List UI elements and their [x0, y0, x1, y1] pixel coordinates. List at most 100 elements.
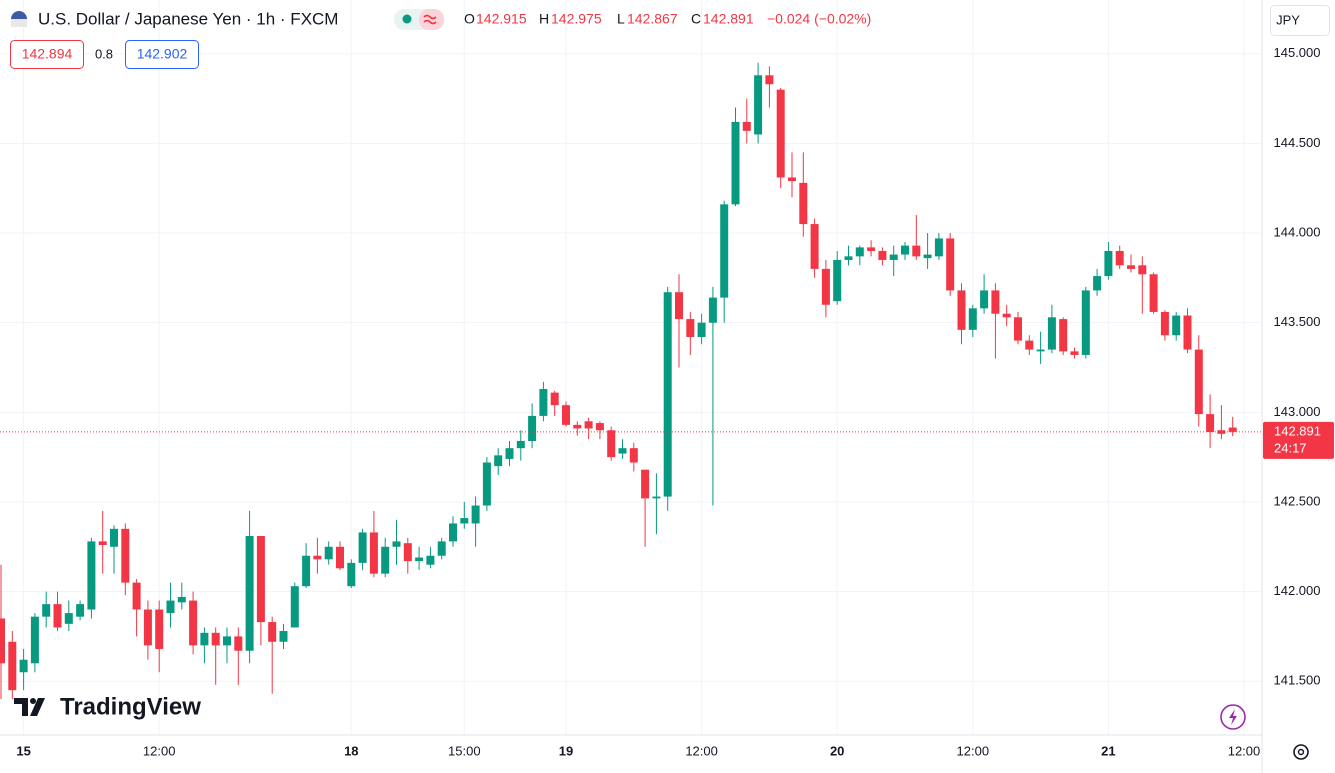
x-tick-label: 19	[559, 743, 573, 758]
candle-body	[132, 582, 141, 610]
bid-price: 142.894	[22, 46, 73, 62]
buy-button[interactable]	[125, 40, 199, 69]
candle-body	[426, 555, 435, 565]
candle-body	[652, 496, 661, 499]
y-tick-label: 143.500	[1274, 314, 1321, 329]
candle-body	[595, 423, 604, 431]
ask-price: 142.902	[137, 46, 188, 62]
candle-body	[731, 121, 740, 205]
candle-body	[754, 75, 763, 135]
logo-mark	[14, 698, 45, 716]
lightning-icon	[1229, 709, 1237, 725]
candle-body	[765, 75, 774, 85]
ohlc-label: C	[691, 11, 701, 27]
ohlc-value: 142.867	[627, 11, 678, 27]
candle-body	[358, 532, 367, 563]
candle-body	[381, 546, 390, 574]
ohlc-label: L	[617, 11, 625, 27]
candle-body	[200, 632, 209, 646]
market-open-dot	[402, 14, 412, 24]
candle-body	[369, 532, 378, 574]
candle-body	[336, 546, 344, 569]
candle-body	[618, 448, 627, 454]
price-tag	[1263, 421, 1334, 459]
candle-body	[912, 245, 921, 257]
y-tick-label: 142.500	[1274, 493, 1321, 508]
countdown: 24:17	[1274, 440, 1307, 455]
candle-body	[1160, 311, 1169, 336]
x-tick-label: 12:00	[1228, 743, 1261, 758]
candle-body	[1206, 414, 1215, 433]
candle-body	[923, 254, 932, 259]
candle-body	[573, 424, 582, 429]
candle-body	[189, 600, 198, 646]
candle-body	[550, 392, 559, 406]
currency-button[interactable]	[1270, 5, 1330, 36]
candle-body	[30, 616, 39, 664]
candle-body	[697, 322, 706, 338]
candle-body	[324, 546, 333, 560]
candle-body	[471, 505, 480, 524]
sell-button[interactable]	[10, 40, 84, 69]
candle-body	[302, 555, 311, 587]
candle-body	[87, 541, 96, 610]
candle-body	[675, 292, 683, 320]
candle-body	[1036, 349, 1045, 352]
symbol-title: U.S. Dollar / Japanese Yen · 1h · FXCM	[38, 9, 338, 28]
candle-body	[788, 177, 796, 182]
candle-body	[1002, 313, 1011, 318]
candle-body	[641, 469, 650, 499]
flag-icon-part	[11, 19, 27, 27]
candle-body	[539, 389, 548, 416]
candle-body	[708, 297, 717, 323]
candle-body	[776, 89, 785, 178]
y-tick-label: 145.000	[1274, 45, 1321, 60]
ohlc-value: 142.915	[476, 11, 527, 27]
candle-body	[143, 609, 152, 646]
candle-body	[76, 604, 85, 617]
ohlc-value: 142.891	[703, 11, 754, 27]
candle-body	[968, 308, 977, 330]
settings-icon	[1297, 748, 1305, 756]
candle-body	[607, 430, 616, 458]
status-pill-red	[419, 9, 444, 30]
candle-body	[799, 182, 808, 225]
candle-body	[980, 290, 989, 309]
candle-body	[110, 528, 118, 547]
y-tick-label: 141.500	[1274, 673, 1321, 688]
plot-area	[0, 62, 1262, 700]
candle-body	[347, 562, 356, 587]
candle-body	[415, 557, 424, 562]
candle-body	[64, 613, 73, 624]
candle-body	[1228, 427, 1237, 432]
candle-body	[279, 631, 288, 642]
candle-body	[867, 247, 876, 251]
candle-body	[1047, 317, 1056, 350]
candle-body	[663, 292, 672, 497]
candle-body	[810, 224, 819, 269]
settings-button[interactable]	[1293, 744, 1309, 760]
spread: 0.8	[95, 46, 113, 61]
candle-body	[1093, 276, 1102, 291]
logo-dot	[30, 698, 36, 704]
ohlc-value: 142.975	[551, 11, 602, 27]
x-tick-label: 12:00	[957, 743, 990, 758]
candle-body	[166, 600, 175, 614]
watermark: TradingView	[60, 693, 201, 720]
candle-body	[878, 250, 887, 260]
candle-body	[482, 462, 491, 506]
candle-body	[19, 659, 28, 673]
candle-body	[1014, 317, 1022, 341]
candle-body	[1172, 315, 1181, 336]
candle-body	[42, 604, 51, 617]
candle-body	[934, 238, 943, 257]
candle-body	[991, 290, 1000, 314]
approx-icon	[423, 14, 437, 25]
candle-body	[1104, 250, 1113, 277]
ohlc-label: O	[464, 11, 475, 27]
candle-body	[889, 254, 898, 260]
candle-body	[8, 641, 17, 691]
candle-body	[53, 604, 62, 628]
candle-body	[1183, 315, 1192, 350]
